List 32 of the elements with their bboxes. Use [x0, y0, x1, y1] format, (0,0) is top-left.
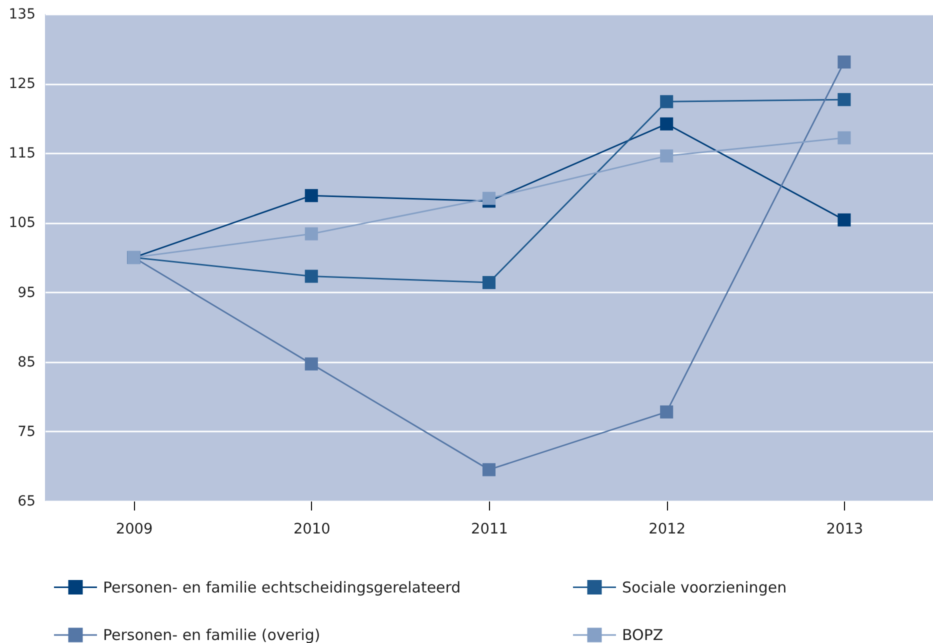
y-tick-label: 135 — [8, 6, 36, 22]
y-tick-label: 95 — [18, 284, 36, 301]
point — [304, 189, 318, 202]
point — [838, 55, 851, 69]
legend-label: Personen- en familie echtscheidingsgerelateerd — [103, 578, 461, 596]
point — [304, 270, 318, 283]
y-tick-label: 115 — [8, 146, 36, 162]
point — [660, 405, 674, 418]
point — [838, 131, 851, 144]
point — [482, 192, 496, 205]
y-tick-label: 105 — [8, 215, 36, 232]
y-tick-label: 85 — [18, 354, 36, 370]
point — [660, 149, 674, 162]
x-tick-label: 2010 — [293, 522, 330, 538]
legend-label: Sociale voorzieningen — [622, 578, 787, 596]
y-tick-label: 125 — [8, 76, 36, 92]
point — [482, 463, 496, 476]
legend-label: BOPZ — [622, 626, 664, 643]
x-tick-label: 2012 — [648, 522, 686, 538]
point — [660, 95, 674, 108]
point — [660, 117, 674, 130]
point — [482, 276, 496, 290]
point — [304, 227, 318, 240]
y-tick-label: 65 — [18, 494, 36, 510]
point — [304, 357, 318, 370]
legend-label: Personen- en familie (overig) — [103, 626, 320, 643]
x-tick-label: 2009 — [116, 522, 153, 538]
x-tick-label: 2013 — [826, 522, 864, 538]
x-tick-label: 2011 — [471, 522, 508, 538]
point — [838, 213, 851, 226]
point — [838, 93, 851, 106]
y-tick-label: 75 — [18, 424, 36, 440]
